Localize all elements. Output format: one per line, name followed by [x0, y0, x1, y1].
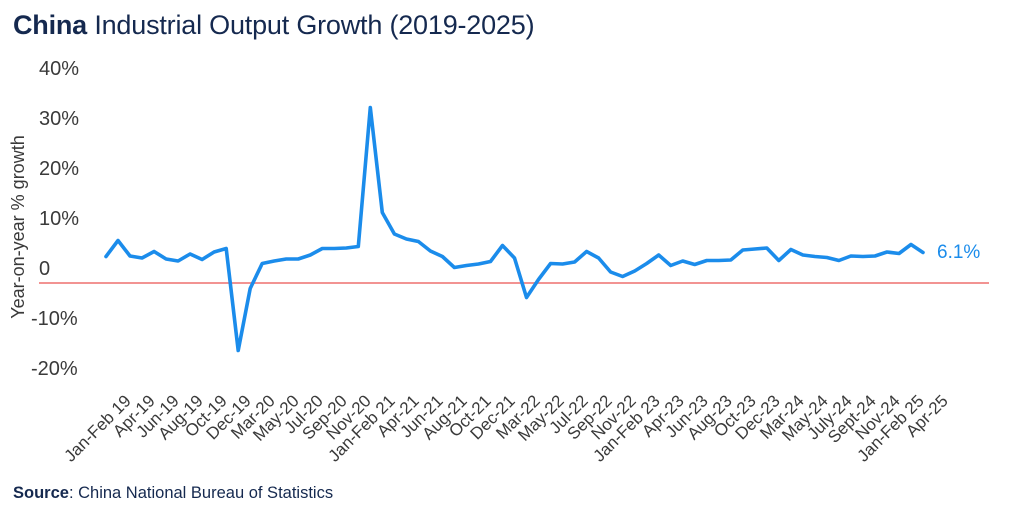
source-label: Source	[13, 484, 69, 502]
y-tick-label: -10%	[31, 308, 78, 330]
latest-value-label: 6.1%	[937, 241, 981, 263]
source-note: Source: China National Bureau of Statist…	[13, 483, 333, 504]
growth-line-series	[104, 105, 925, 353]
y-tick-label: 0	[39, 258, 51, 280]
y-tick-label: -20%	[31, 358, 78, 380]
chart-title: China Industrial Output Growth (2019-202…	[13, 8, 535, 42]
y-tick-label: 20%	[39, 158, 80, 180]
y-tick-label: 30%	[39, 108, 80, 130]
y-tick-label: 10%	[39, 208, 80, 230]
chart-title-text: Industrial Output Growth (2019-2025)	[87, 10, 535, 40]
source-text: : China National Bureau of Statistics	[68, 484, 334, 502]
y-tick-label: 40%	[39, 58, 80, 80]
chart-title-country: China	[13, 10, 88, 40]
